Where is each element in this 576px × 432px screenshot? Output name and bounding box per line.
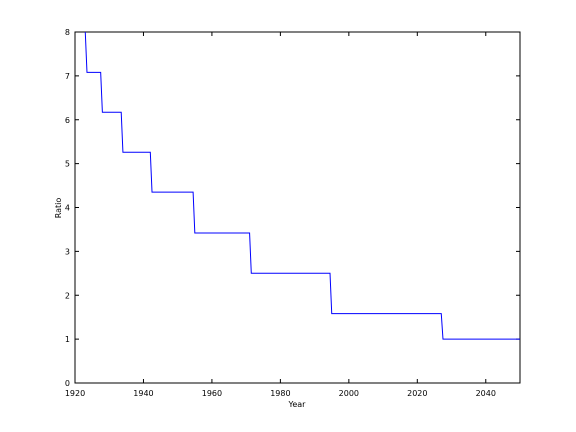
- y-tick-label: 1: [65, 335, 70, 344]
- series-layer: [84, 31, 520, 340]
- x-tick-label: 1920: [65, 389, 85, 398]
- x-tick-label: 1960: [202, 389, 222, 398]
- y-tick-label: 2: [65, 291, 70, 300]
- x-axis-ticks: 1920 1940 1960 1980 2000 2020 2040: [65, 32, 496, 398]
- x-tick-label: 2020: [407, 389, 427, 398]
- y-tick-label: 5: [65, 160, 70, 169]
- x-tick-label: 2000: [339, 389, 359, 398]
- y-tick-label: 7: [65, 72, 70, 81]
- y-axis-ticks: 0 1 2 3 4 5 6 7 8: [65, 28, 520, 388]
- x-tick-label: 2040: [476, 389, 496, 398]
- y-tick-label: 3: [65, 247, 70, 256]
- x-tick-label: 1940: [133, 389, 153, 398]
- x-tick-label: 1980: [270, 389, 290, 398]
- y-tick-label: 8: [65, 28, 70, 37]
- plot-area: [74, 31, 521, 384]
- y-axis-label: Ratio: [54, 198, 63, 219]
- y-tick-label: 6: [65, 116, 70, 125]
- y-tick-label: 4: [65, 204, 70, 213]
- series-line: [84, 31, 520, 340]
- y-tick-label: 0: [65, 379, 70, 388]
- x-axis-label: Year: [288, 400, 307, 409]
